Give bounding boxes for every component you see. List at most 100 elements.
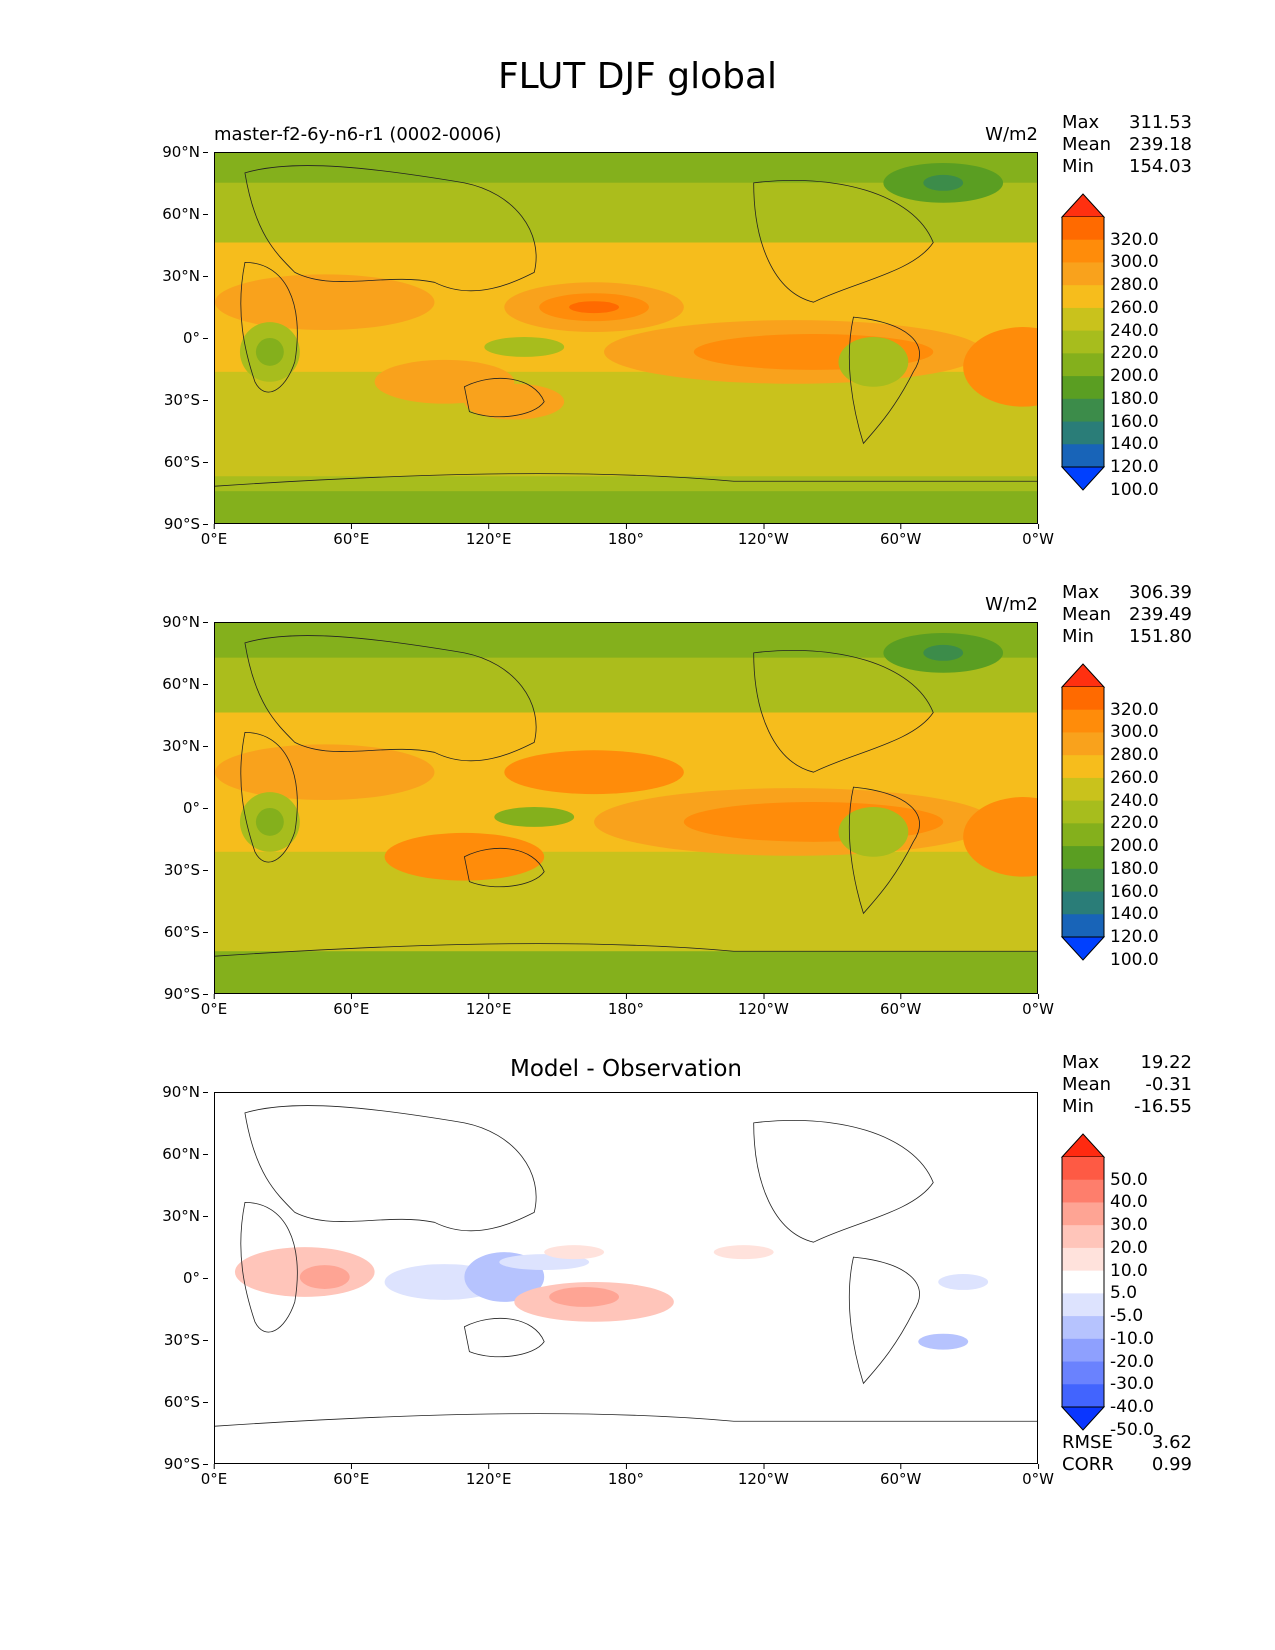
lon-tick-label: 180° [607, 1464, 645, 1488]
colorbar-segment [1062, 1316, 1104, 1340]
map-observation [214, 622, 1038, 994]
panel-title-left: master-f2-6y-n6-r1 (0002-0006) [214, 124, 502, 145]
lon-tick-label: 0°W [1022, 524, 1054, 548]
panel-units: W/m2 [985, 594, 1038, 615]
map-difference-field [215, 1093, 1037, 1463]
lat-tick-label: 30°S [163, 391, 209, 409]
lat-tick-label: 60°N [162, 1145, 208, 1163]
colorbar-frame [1061, 217, 1105, 467]
lat-tick-label: 30°S [163, 1331, 209, 1349]
stats-box: Max 19.22 Mean -0.31 Min -16.55 [1062, 1052, 1192, 1118]
lat-tick-label: 60°S [163, 923, 209, 941]
colorbar-tick-label: 280.0 [1110, 745, 1159, 766]
lat-tick-label: 90°S [163, 1455, 209, 1473]
stat-mean-label: Mean [1062, 1074, 1112, 1095]
colorbar-segment [1062, 800, 1104, 824]
lat-tick-label: 90°S [163, 515, 209, 533]
figure-title: FLUT DJF global [497, 56, 778, 97]
colorbar-frame [1061, 687, 1105, 937]
stat-mean-value: -0.31 [1145, 1074, 1192, 1095]
colorbar-segment [1062, 1225, 1104, 1249]
colorbar-tick-label: 200.0 [1110, 366, 1159, 387]
map-observation-field [215, 623, 1037, 993]
lon-tick-label: 60°W [879, 524, 922, 548]
colorbar-segment [1062, 285, 1104, 309]
map-model [214, 152, 1038, 524]
colorbar-segment [1062, 709, 1104, 733]
colorbar-segment [1062, 823, 1104, 847]
lon-tick-label: 120°E [465, 1464, 512, 1488]
stat-min-label: Min [1062, 626, 1094, 647]
colorbar-segment [1062, 1338, 1104, 1363]
colorbar-tick-label: 5.0 [1110, 1283, 1138, 1304]
colorbar-tick-label: 20.0 [1110, 1237, 1148, 1258]
map-model-field [215, 153, 1037, 523]
panel-difference: Model - Observation Max 19.22 Mean -0.31 M… [0, 1052, 1275, 1512]
stat-min-label: Min [1062, 156, 1094, 177]
rmse-label: RMSE [1062, 1432, 1113, 1453]
stats-box: Max 311.53 Mean 239.18 Min 154.03 [1062, 112, 1192, 178]
colorbar [1060, 193, 1106, 491]
stat-max-value: 19.22 [1140, 1052, 1192, 1073]
colorbar-tick-label: 140.0 [1110, 434, 1159, 455]
colorbar-tick-label: 30.0 [1110, 1215, 1148, 1236]
lat-tick-label: 60°S [163, 1393, 209, 1411]
colorbar-segment [1062, 262, 1104, 286]
lon-tick-label: 60°E [333, 524, 370, 548]
colorbar-extend-bottom [1060, 466, 1106, 491]
colorbar-tick-label: 10.0 [1110, 1260, 1148, 1281]
colorbar-tick-label: 260.0 [1110, 297, 1159, 318]
lat-tick-label: 30°N [162, 737, 208, 755]
colorbar-segment [1062, 914, 1104, 938]
colorbar-segment [1062, 1293, 1104, 1317]
panel-model: master-f2-6y-n6-r1 (0002-0006) W/m2 [0, 112, 1275, 572]
lon-tick-label: 120°E [465, 524, 512, 548]
colorbar-extend-top [1060, 193, 1106, 218]
lon-tick-label: 120°E [465, 994, 512, 1018]
colorbar-segment [1062, 1179, 1104, 1203]
colorbar-tick-label: 220.0 [1110, 813, 1159, 834]
colorbar-tick-label: 180.0 [1110, 388, 1159, 409]
colorbar-extend-top [1060, 663, 1106, 688]
colorbar-tick-label: -10.0 [1110, 1328, 1154, 1349]
stat-max-label: Max [1062, 582, 1100, 603]
error-metrics: RMSE 3.62 CORR 0.99 [1062, 1432, 1192, 1476]
map-difference [214, 1092, 1038, 1464]
stat-mean-label: Mean [1062, 134, 1112, 155]
colorbar-tick-label: 100.0 [1110, 479, 1159, 500]
stat-max-value: 306.39 [1129, 582, 1192, 603]
colorbar-tick-label: -20.0 [1110, 1351, 1154, 1372]
colorbar-tick-label: 120.0 [1110, 457, 1159, 477]
colorbar-extend-bottom [1060, 936, 1106, 961]
colorbar-frame [1061, 1157, 1105, 1407]
colorbar-segment [1062, 868, 1104, 893]
colorbar-segment [1062, 1157, 1104, 1181]
corr-value: 0.99 [1151, 1454, 1192, 1475]
colorbar-extend-bottom [1060, 1406, 1106, 1431]
colorbar-segment [1062, 1202, 1104, 1226]
stat-min-value: -16.55 [1133, 1096, 1192, 1117]
rmse-value: 3.62 [1151, 1432, 1192, 1453]
colorbar-segment [1062, 1270, 1104, 1294]
colorbar-segment [1062, 217, 1104, 241]
lat-tick-label: 30°N [162, 1207, 208, 1225]
lon-tick-label: 180° [607, 524, 645, 548]
colorbar-segment [1062, 1361, 1104, 1385]
colorbar-segment [1062, 307, 1104, 332]
lon-tick-label: 120°W [737, 994, 789, 1018]
colorbar-tick-label: 280.0 [1110, 275, 1159, 296]
colorbar-segment [1062, 687, 1104, 711]
lon-tick-label: 60°W [879, 1464, 922, 1488]
stat-mean-value: 239.18 [1129, 134, 1192, 155]
stat-mean-value: 239.49 [1129, 604, 1192, 625]
stat-max-label: Max [1062, 1052, 1100, 1073]
colorbar-segment [1062, 353, 1104, 377]
colorbar-tick-label: 300.0 [1110, 252, 1159, 273]
lat-tick-label: 30°S [163, 861, 209, 879]
lat-tick-label: 60°S [163, 453, 209, 471]
colorbar-tick-label: 320.0 [1110, 229, 1159, 250]
colorbar-segment [1062, 1247, 1104, 1272]
colorbar-tick-label: 240.0 [1110, 790, 1159, 811]
colorbar-tick-label: -5.0 [1110, 1306, 1144, 1327]
colorbar-tick-label: 320.0 [1110, 699, 1159, 720]
